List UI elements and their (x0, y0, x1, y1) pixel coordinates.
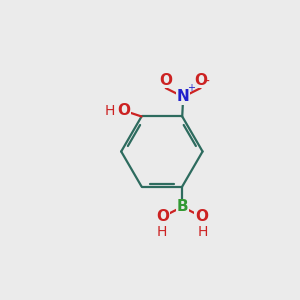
Text: -: - (205, 75, 209, 89)
Text: O: O (157, 209, 170, 224)
Text: O: O (195, 209, 208, 224)
Text: O: O (194, 73, 207, 88)
Text: H: H (157, 225, 167, 239)
Text: +: + (187, 83, 195, 93)
Text: H: H (197, 225, 208, 239)
Text: N: N (177, 89, 190, 104)
Text: B: B (176, 199, 188, 214)
Text: H: H (105, 104, 115, 118)
Text: O: O (159, 73, 172, 88)
Text: O: O (118, 103, 130, 118)
